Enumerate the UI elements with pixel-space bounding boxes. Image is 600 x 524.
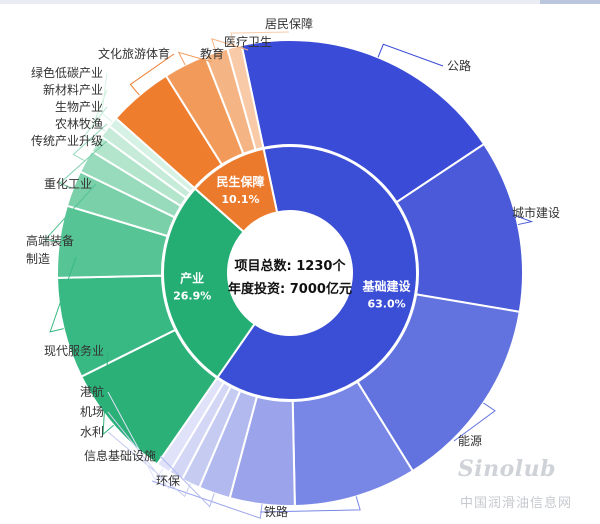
outer-label-9: 港航 [80, 384, 104, 399]
leader-line-10 [102, 350, 114, 436]
inner-percent-1: 63.0% [367, 297, 405, 310]
leader-line-14 [72, 123, 108, 162]
top-divider-accent [540, 0, 600, 4]
inner-ring [162, 145, 418, 401]
leader-line-19 [177, 51, 213, 66]
inner-segment-3 [193, 147, 279, 234]
outer-label-7: 水利 [80, 425, 104, 439]
outer-ring [56, 39, 524, 507]
outer-label-18: 文化旅游体育 [98, 46, 170, 61]
leader-line-17 [101, 72, 113, 123]
inner-segment-1 [216, 145, 418, 401]
outer-label-11: 高端装备制造 [26, 233, 74, 266]
outer-label-16: 新材料产业 [43, 82, 103, 97]
center-text-investment: 年度投资: 7000亿元 [228, 281, 352, 297]
leader-line-16 [93, 89, 108, 132]
leader-line-2 [507, 212, 534, 226]
outer-label-4: 铁路 [264, 504, 288, 519]
leader-lines [44, 31, 534, 519]
leader-line-4 [259, 496, 361, 513]
outer-label-5: 环保 [156, 474, 180, 488]
top-divider [0, 0, 600, 4]
outer-label-19: 教育 [200, 46, 224, 61]
leader-line-6 [159, 455, 215, 508]
watermark-logo: Sinolub [457, 456, 556, 482]
center-text-total: 项目总数: 1230个 [235, 258, 347, 274]
outer-label-14: 农林牧渔 [55, 117, 103, 131]
inner-segment-2 [162, 187, 257, 379]
inner-labels: 基础建设 63.0% 产业 26.9% 民生保障 10.1% [173, 174, 411, 311]
outer-label-3: 能源 [458, 434, 482, 448]
leader-line-20 [210, 37, 249, 53]
inner-percent-3: 10.1% [221, 193, 259, 206]
leader-line-8 [107, 411, 177, 490]
leader-line-18 [129, 53, 175, 96]
outer-label-17: 绿色低碳产业 [31, 65, 103, 80]
inner-label-3: 民生保障 [216, 174, 264, 189]
leader-line-11 [49, 256, 77, 333]
leader-line-12 [44, 183, 97, 242]
leader-line-1 [377, 43, 444, 67]
leader-line-3 [453, 402, 496, 442]
inner-percent-2: 26.9% [173, 290, 211, 303]
leader-line-15 [83, 106, 108, 145]
outer-label-1: 公路 [447, 58, 471, 73]
leader-line-13 [58, 140, 108, 189]
watermark-site-name: 中国润滑油信息网 [459, 496, 572, 511]
outer-label-8: 机场 [80, 405, 104, 419]
inner-label-1: 基础建设 [362, 278, 412, 293]
outer-label-12: 重化工业 [44, 177, 92, 191]
outer-label-10: 现代服务业 [44, 343, 104, 358]
leader-line-5 [151, 480, 263, 519]
leader-line-21 [230, 31, 290, 47]
outer-label-13: 传统产业升级 [31, 133, 103, 148]
inner-label-2: 产业 [180, 271, 204, 286]
outer-label-2: 城市建设 [512, 205, 560, 220]
leader-line-9 [107, 391, 164, 482]
outer-label-15: 生物产业 [55, 100, 103, 114]
outer-label-20: 医疗卫生 [224, 35, 272, 49]
outer-label-6: 信息基础设施 [84, 448, 156, 463]
leader-line-7 [107, 431, 192, 498]
outer-label-21: 居民保障 [265, 16, 313, 31]
